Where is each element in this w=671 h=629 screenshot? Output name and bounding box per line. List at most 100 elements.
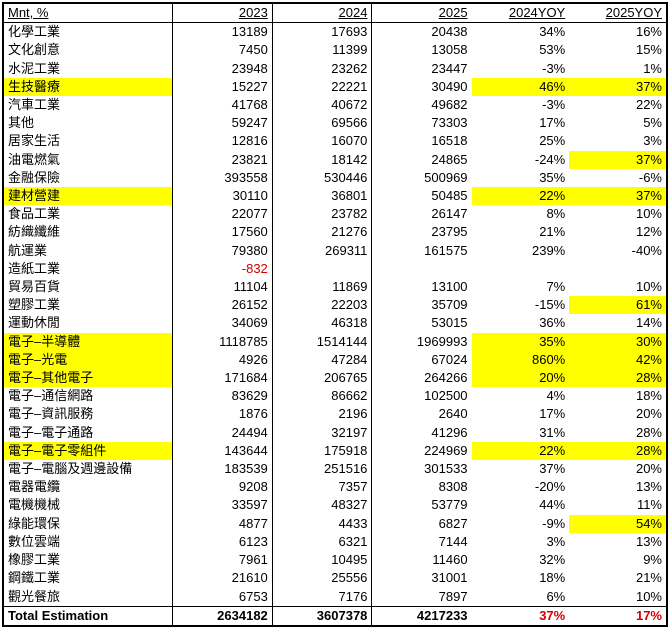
cell: 12816 bbox=[173, 132, 273, 150]
cell: 269311 bbox=[272, 242, 372, 260]
cell: 23821 bbox=[173, 151, 273, 169]
cell: 塑膠工業 bbox=[3, 296, 173, 314]
cell: 34% bbox=[472, 23, 570, 42]
cell: 15227 bbox=[173, 78, 273, 96]
cell: 22% bbox=[472, 442, 570, 460]
table-row: 油電燃氣238211814224865-24%37% bbox=[3, 151, 667, 169]
cell: 40672 bbox=[272, 96, 372, 114]
cell: 48327 bbox=[272, 496, 372, 514]
cell: 22221 bbox=[272, 78, 372, 96]
cell: 油電燃氣 bbox=[3, 151, 173, 169]
cell: 18% bbox=[472, 569, 570, 587]
cell: 17693 bbox=[272, 23, 372, 42]
footer-2025yoy: 17% bbox=[569, 606, 667, 626]
cell: 電子–電子通路 bbox=[3, 424, 173, 442]
cell: -15% bbox=[472, 296, 570, 314]
cell: -20% bbox=[472, 478, 570, 496]
cell: 53779 bbox=[372, 496, 472, 514]
cell: 83629 bbox=[173, 387, 273, 405]
cell: 41296 bbox=[372, 424, 472, 442]
cell: 17% bbox=[472, 405, 570, 423]
cell: 10% bbox=[569, 278, 667, 296]
table-row: 電子–電子通路24494321974129631%28% bbox=[3, 424, 667, 442]
cell: 24865 bbox=[372, 151, 472, 169]
cell: 11869 bbox=[272, 278, 372, 296]
cell: 37% bbox=[569, 187, 667, 205]
cell: 1876 bbox=[173, 405, 273, 423]
cell: 42% bbox=[569, 351, 667, 369]
cell: 21% bbox=[472, 223, 570, 241]
cell: 11460 bbox=[372, 551, 472, 569]
table-row: 居家生活12816160701651825%3% bbox=[3, 132, 667, 150]
cell: 紡織纖維 bbox=[3, 223, 173, 241]
table-row: 電子–其他電子17168420676526426620%28% bbox=[3, 369, 667, 387]
cell: 4433 bbox=[272, 515, 372, 533]
table-footer-row: Total Estimation 2634182 3607378 4217233… bbox=[3, 606, 667, 626]
footer-2025: 4217233 bbox=[372, 606, 472, 626]
cell: -24% bbox=[472, 151, 570, 169]
cell: 183539 bbox=[173, 460, 273, 478]
cell: 10% bbox=[569, 588, 667, 607]
cell: 35709 bbox=[372, 296, 472, 314]
cell: 航運業 bbox=[3, 242, 173, 260]
cell: 6321 bbox=[272, 533, 372, 551]
cell: 16518 bbox=[372, 132, 472, 150]
cell: 11104 bbox=[173, 278, 273, 296]
cell: 綠能環保 bbox=[3, 515, 173, 533]
table-row: 食品工業2207723782261478%10% bbox=[3, 205, 667, 223]
cell: 21610 bbox=[173, 569, 273, 587]
cell: 36% bbox=[472, 314, 570, 332]
cell bbox=[372, 260, 472, 278]
cell: 16070 bbox=[272, 132, 372, 150]
table-row: 數位雲端6123632171443%13% bbox=[3, 533, 667, 551]
cell: 電子–光電 bbox=[3, 351, 173, 369]
cell: 23948 bbox=[173, 60, 273, 78]
cell: 24494 bbox=[173, 424, 273, 442]
cell: 觀光餐旅 bbox=[3, 588, 173, 607]
cell: 35% bbox=[472, 169, 570, 187]
cell: 175918 bbox=[272, 442, 372, 460]
cell: 電子–通信網路 bbox=[3, 387, 173, 405]
cell: 電子–資訊服務 bbox=[3, 405, 173, 423]
cell: 數位雲端 bbox=[3, 533, 173, 551]
footer-2024yoy: 37% bbox=[472, 606, 570, 626]
cell: 化學工業 bbox=[3, 23, 173, 42]
cell: 20% bbox=[569, 460, 667, 478]
cell: 11399 bbox=[272, 41, 372, 59]
cell: 46% bbox=[472, 78, 570, 96]
cell: 2640 bbox=[372, 405, 472, 423]
cell: 28% bbox=[569, 424, 667, 442]
cell: -3% bbox=[472, 96, 570, 114]
cell: 34069 bbox=[173, 314, 273, 332]
header-2024yoy: 2024YOY bbox=[472, 3, 570, 23]
cell: 6123 bbox=[173, 533, 273, 551]
cell: 30110 bbox=[173, 187, 273, 205]
table-row: 電子–電子零組件14364417591822496922%28% bbox=[3, 442, 667, 460]
cell: 文化創意 bbox=[3, 41, 173, 59]
cell: 建材營建 bbox=[3, 187, 173, 205]
table-row: 汽車工業417684067249682-3%22% bbox=[3, 96, 667, 114]
table-body: 化學工業13189176932043834%16%文化創意74501139913… bbox=[3, 23, 667, 607]
cell: 電子–電子零組件 bbox=[3, 442, 173, 460]
cell: 18% bbox=[569, 387, 667, 405]
cell: 7176 bbox=[272, 588, 372, 607]
cell: 15% bbox=[569, 41, 667, 59]
cell: -9% bbox=[472, 515, 570, 533]
cell: 電子–電腦及週邊設備 bbox=[3, 460, 173, 478]
cell: 11% bbox=[569, 496, 667, 514]
cell: 8% bbox=[472, 205, 570, 223]
cell: 28% bbox=[569, 369, 667, 387]
cell: 6753 bbox=[173, 588, 273, 607]
cell: 22% bbox=[569, 96, 667, 114]
cell: 28% bbox=[569, 442, 667, 460]
table-row: 其他59247695667330317%5% bbox=[3, 114, 667, 132]
cell: 5% bbox=[569, 114, 667, 132]
cell: 31% bbox=[472, 424, 570, 442]
table-row: 塑膠工業261522220335709-15%61% bbox=[3, 296, 667, 314]
cell: 水泥工業 bbox=[3, 60, 173, 78]
cell: 32197 bbox=[272, 424, 372, 442]
cell bbox=[569, 260, 667, 278]
cell: 3% bbox=[569, 132, 667, 150]
footer-label: Total Estimation bbox=[3, 606, 173, 626]
table-row: 水泥工業239482326223447-3%1% bbox=[3, 60, 667, 78]
